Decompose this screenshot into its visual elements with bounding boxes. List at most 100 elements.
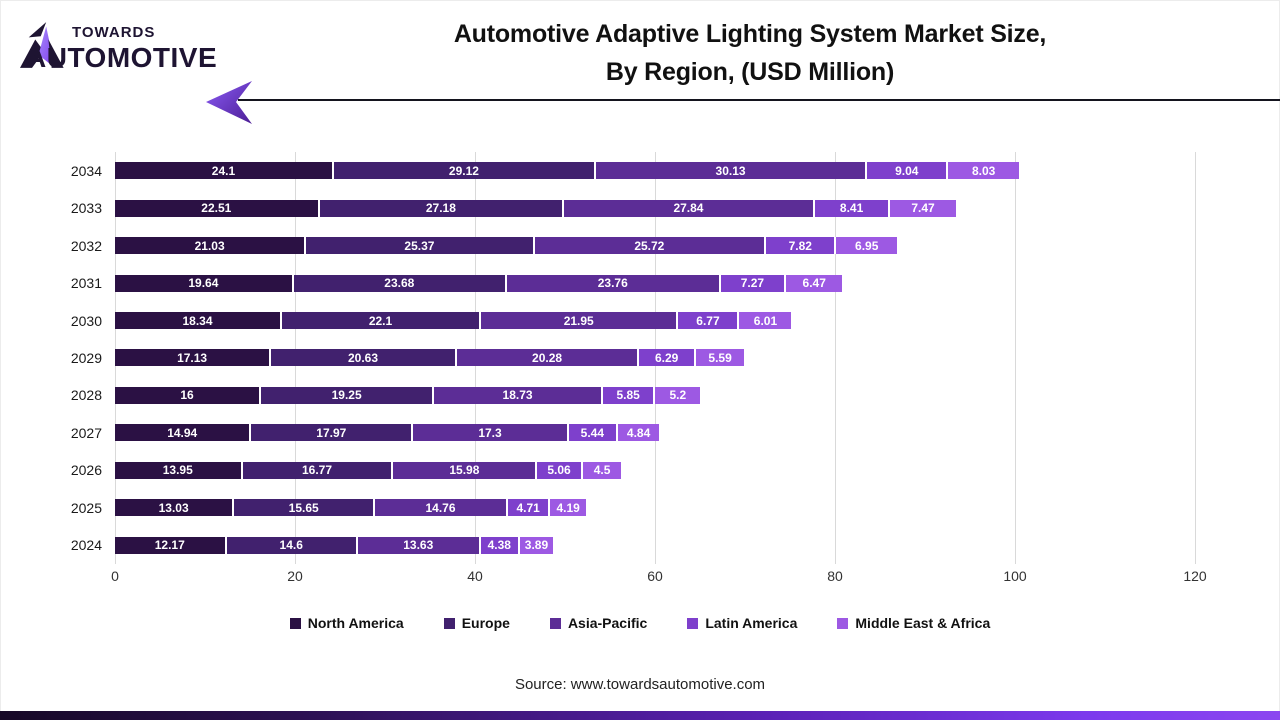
legend-item-asia-pacific: Asia-Pacific (549, 615, 647, 631)
stacked-bar-chart: 2034 24.1 29.12 30.13 9.04 8.03 2033 22.51 27.18… (0, 152, 1280, 564)
segment-value-label: 8.41 (839, 201, 864, 216)
segment-latin-america-2026: 5.06 (535, 461, 581, 479)
segment-value-label: 17.13 (177, 350, 208, 365)
segment-asia-pacific-2026: 15.98 (391, 461, 536, 479)
gridline-120 (1195, 152, 1196, 564)
segment-value-label: 14.76 (425, 500, 456, 515)
segment-asia-pacific-2033: 27.84 (562, 199, 813, 217)
segment-north-america-2028: 16 (115, 386, 259, 404)
segment-north-america-2024: 12.17 (115, 536, 225, 554)
segment-value-label: 21.03 (194, 238, 225, 253)
legend-item-north-america: North America (289, 615, 404, 631)
segment-latin-america-2033: 8.41 (812, 199, 889, 217)
segment-latin-america-2029: 6.29 (637, 349, 694, 367)
segment-value-label: 7.27 (740, 276, 765, 291)
segment-north-america-2027: 14.94 (115, 424, 250, 442)
brand-logo: TOWARDS AUTOMOTIVE (14, 18, 244, 88)
x-axis-tick-120: 120 (1183, 568, 1207, 584)
segment-asia-pacific-2034: 30.13 (593, 162, 866, 180)
bar-stack-2027: 14.94 17.97 17.3 5.44 4.84 (115, 424, 660, 442)
y-axis-label-2030: 2030 (70, 312, 102, 329)
bar-row-2033: 2033 22.51 27.18 27.84 8.41 7.47 (0, 189, 1280, 226)
legend-label: North America (307, 615, 404, 631)
segment-value-label: 4.38 (487, 538, 511, 553)
source-text: Source: www.towardsautomotive.com (514, 676, 766, 693)
segment-value-label: 18.34 (182, 313, 213, 328)
legend-item-latin-america: Latin America (687, 615, 797, 631)
segment-latin-america-2032: 7.82 (764, 237, 835, 255)
segment-value-label: 6.77 (696, 313, 720, 328)
segment-value-label: 20.28 (532, 350, 563, 365)
segment-middle-east-africa-2029: 5.59 (693, 349, 745, 367)
segment-value-label: 5.59 (708, 350, 732, 365)
segment-value-label: 4.84 (626, 425, 651, 440)
segment-europe-2029: 20.63 (269, 349, 455, 367)
segment-value-label: 6.29 (654, 350, 679, 365)
segment-europe-2026: 16.77 (240, 461, 392, 479)
segment-middle-east-africa-2028: 5.2 (653, 386, 701, 404)
legend-swatch-icon (289, 617, 301, 629)
x-axis-tick-0: 0 (111, 568, 119, 584)
segment-middle-east-africa-2027: 4.84 (615, 424, 660, 442)
segment-asia-pacific-2031: 23.76 (504, 274, 719, 292)
segment-middle-east-africa-2030: 6.01 (737, 312, 792, 330)
segment-europe-2031: 23.68 (291, 274, 505, 292)
y-axis-label-2026: 2026 (70, 462, 102, 479)
bar-stack-2030: 18.34 22.1 21.95 6.77 6.01 (115, 312, 792, 330)
brand-logo-icon (20, 22, 64, 68)
bottom-accent-strip (0, 711, 1280, 720)
segment-asia-pacific-2028: 18.73 (432, 386, 601, 404)
bar-row-2032: 2032 21.03 25.37 25.72 7.82 6.95 (0, 227, 1280, 264)
segment-value-label: 4.71 (516, 500, 540, 515)
segment-north-america-2029: 17.13 (115, 349, 270, 367)
bar-stack-2028: 16 19.25 18.73 5.85 5.2 (115, 386, 701, 404)
y-axis-label-2025: 2025 (70, 499, 102, 516)
segment-value-label: 24.1 (211, 163, 236, 178)
bar-row-2029: 2029 17.13 20.63 20.28 6.29 5.59 (0, 339, 1280, 376)
segment-europe-2024: 14.6 (224, 536, 356, 554)
segment-asia-pacific-2030: 21.95 (478, 312, 677, 330)
legend-swatch-icon (837, 617, 849, 629)
segment-europe-2034: 29.12 (331, 162, 594, 180)
segment-middle-east-africa-2033: 7.47 (888, 199, 956, 217)
logo-text-automotive: AUTOMOTIVE (26, 42, 218, 73)
segment-middle-east-africa-2031: 6.47 (784, 274, 843, 292)
segment-europe-2030: 22.1 (280, 312, 479, 330)
segment-value-label: 12.17 (154, 538, 185, 553)
segment-middle-east-africa-2024: 3.89 (517, 536, 553, 554)
segment-value-label: 29.12 (448, 163, 479, 178)
segment-middle-east-africa-2026: 4.5 (580, 461, 622, 479)
segment-value-label: 25.72 (634, 238, 665, 253)
segment-value-label: 4.5 (593, 463, 611, 478)
segment-value-label: 30.13 (715, 163, 746, 178)
arrow-left-icon (206, 81, 252, 124)
segment-value-label: 18.73 (502, 388, 533, 403)
gridline-100 (1015, 152, 1016, 564)
bar-stack-2025: 13.03 15.65 14.76 4.71 4.19 (115, 499, 587, 517)
segment-value-label: 7.47 (911, 201, 935, 216)
segment-value-label: 23.68 (384, 276, 415, 291)
segment-value-label: 15.98 (449, 463, 480, 478)
segment-value-label: 16.77 (301, 463, 333, 478)
segment-value-label: 22.51 (201, 201, 232, 216)
segment-value-label: 27.84 (673, 201, 704, 216)
segment-asia-pacific-2024: 13.63 (355, 536, 479, 554)
bar-stack-2033: 22.51 27.18 27.84 8.41 7.47 (115, 199, 956, 217)
segment-latin-america-2034: 9.04 (865, 162, 947, 180)
bar-stack-2031: 19.64 23.68 23.76 7.27 6.47 (115, 274, 843, 292)
bar-row-2031: 2031 19.64 23.68 23.76 7.27 6.47 (0, 264, 1280, 301)
legend-swatch-icon (443, 617, 455, 629)
y-axis-label-2029: 2029 (70, 349, 102, 366)
bar-row-2034: 2034 24.1 29.12 30.13 9.04 8.03 (0, 152, 1280, 189)
segment-value-label: 27.18 (425, 201, 456, 216)
legend-swatch-icon (549, 617, 561, 629)
segment-value-label: 13.03 (158, 500, 189, 515)
segment-value-label: 17.97 (316, 425, 347, 440)
y-axis-label-2024: 2024 (70, 537, 102, 554)
legend-item-europe: Europe (443, 615, 510, 631)
x-axis-tick-60: 60 (647, 568, 663, 584)
segment-north-america-2032: 21.03 (115, 237, 305, 255)
x-axis-tick-labels: 0 20 40 60 80 100 120 (0, 568, 1280, 588)
segment-north-america-2025: 13.03 (115, 499, 233, 517)
legend-label: Middle East & Africa (855, 615, 991, 631)
